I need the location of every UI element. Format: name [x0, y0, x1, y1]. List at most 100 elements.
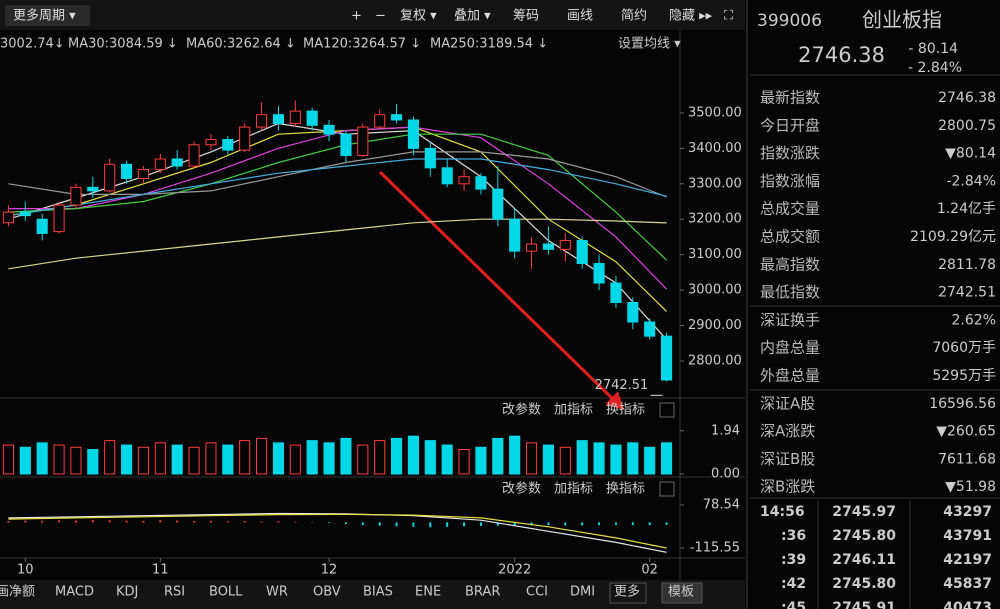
- volume-bar: [526, 442, 538, 475]
- tab[interactable]: ENE: [415, 585, 441, 600]
- stat-value: 7611.68: [938, 451, 996, 467]
- volume-bar: [171, 444, 183, 475]
- candle-body: [53, 204, 65, 233]
- toolbar-button[interactable]: −: [375, 9, 386, 24]
- period-label[interactable]: 更多周期 ▾: [13, 8, 76, 24]
- volume-bar: [661, 442, 673, 475]
- y-tick-label: 2800.00: [688, 353, 742, 368]
- stat-label: 指数涨幅: [760, 172, 820, 190]
- volume-bar: [121, 444, 133, 475]
- panel-tool[interactable]: 换指标: [606, 482, 645, 497]
- panel-tool[interactable]: 加指标: [554, 403, 593, 418]
- toolbar-button[interactable]: 复权 ▾: [400, 8, 437, 24]
- volume-bar: [475, 446, 487, 475]
- candle-body: [492, 188, 504, 220]
- stat-value: 2.62%: [952, 312, 996, 328]
- tab[interactable]: 模板: [668, 585, 694, 600]
- tab[interactable]: 更多: [614, 584, 640, 600]
- quote-change: - 80.14: [908, 41, 958, 57]
- stat-label: 深证A股: [760, 394, 815, 412]
- ma-line: [8, 158, 667, 217]
- stat-label: 深证B股: [760, 450, 815, 468]
- candle-body: [475, 176, 487, 190]
- candle-body: [239, 126, 251, 151]
- candle-body: [509, 218, 521, 252]
- volume-bar: [576, 440, 588, 475]
- tab[interactable]: 画净额: [0, 585, 35, 600]
- quote-price: 2746.38: [798, 43, 885, 67]
- candle-body: [610, 282, 622, 304]
- volume-bar: [36, 442, 48, 475]
- stat-value: ▼80.14: [945, 146, 996, 162]
- stat-value: 7060万手: [932, 340, 996, 356]
- toolbar-button[interactable]: +: [351, 9, 362, 24]
- toolbar-icon[interactable]: ⛶: [723, 9, 734, 24]
- tab[interactable]: WR: [266, 585, 288, 600]
- stat-value: 2742.51: [938, 285, 996, 301]
- trade-price: 2745.97: [832, 504, 896, 520]
- volume-bar: [391, 437, 403, 475]
- arrow: [378, 170, 625, 411]
- quote-pct: - 2.84%: [908, 60, 962, 76]
- tab[interactable]: OBV: [313, 585, 341, 600]
- volume-bar: [593, 442, 605, 475]
- tab[interactable]: BRAR: [465, 585, 500, 600]
- y-tick-label: 2900.00: [688, 318, 742, 333]
- y-tick-label: -115.55: [690, 541, 740, 556]
- tab[interactable]: MACD: [55, 585, 94, 600]
- stat-label: 指数涨跌: [760, 144, 820, 162]
- x-tick-label: 02: [641, 563, 658, 578]
- legend-entry: MA250:3189.54 ↓: [430, 37, 548, 52]
- stat-label: 总成交额: [760, 228, 820, 246]
- volume-bar: [441, 444, 453, 475]
- candle-body: [104, 163, 116, 192]
- candle-body: [407, 119, 419, 149]
- panel-tool[interactable]: 改参数: [502, 402, 541, 418]
- tab[interactable]: DMI: [570, 585, 595, 600]
- x-tick-label: 10: [17, 563, 34, 578]
- candle-body: [70, 186, 82, 206]
- tab[interactable]: RSI: [164, 585, 185, 600]
- candle-body: [2, 211, 14, 224]
- candle-body: [526, 243, 538, 252]
- volume-bar: [627, 442, 639, 475]
- panel-tool[interactable]: 加指标: [554, 482, 593, 497]
- stat-label: 最新指数: [760, 89, 820, 107]
- toolbar-button[interactable]: 简约: [621, 8, 647, 24]
- volume-bar: [70, 446, 82, 475]
- tabs-bg: [0, 580, 745, 609]
- toolbar-button[interactable]: 画线: [567, 9, 593, 24]
- tab[interactable]: BOLL: [209, 585, 243, 600]
- candle-body: [256, 114, 268, 128]
- panel-tool[interactable]: 换指标: [606, 403, 645, 418]
- toolbar-button[interactable]: 筹码: [513, 8, 539, 24]
- tab[interactable]: CCI: [526, 585, 548, 600]
- toolbar-button[interactable]: 隐藏 ▸▸: [669, 9, 713, 24]
- stat-label: 总成交量: [760, 200, 820, 218]
- volume-bar: [2, 444, 14, 475]
- volume-bar: [239, 440, 251, 475]
- stat-value: 16596.56: [929, 396, 996, 412]
- candle-body: [205, 138, 217, 146]
- stat-value: 2109.29亿元: [910, 229, 996, 245]
- stat-value: ▼51.98: [945, 479, 996, 495]
- ma-setting[interactable]: 设置均线 ▾: [618, 37, 681, 52]
- toolbar-button[interactable]: 叠加 ▾: [454, 9, 491, 24]
- y-tick-label: 3000.00: [688, 283, 742, 298]
- candle-body: [323, 124, 335, 135]
- panel-tool[interactable]: 改参数: [502, 481, 541, 497]
- stat-label: 今日开盘: [760, 116, 820, 134]
- volume-bar: [53, 444, 65, 475]
- tab-box: [609, 582, 647, 604]
- candle-body: [559, 239, 571, 250]
- stat-value: 5295万手: [932, 368, 996, 384]
- panel-close[interactable]: [659, 402, 675, 418]
- period-button[interactable]: [5, 5, 90, 26]
- trade-time: 14:56: [760, 504, 805, 520]
- candle-body: [644, 321, 656, 337]
- trade-volume: 40473: [943, 600, 992, 609]
- ma-line: [8, 218, 667, 270]
- tab[interactable]: KDJ: [116, 585, 138, 600]
- panel-close[interactable]: [659, 481, 675, 497]
- tab[interactable]: BIAS: [363, 585, 393, 600]
